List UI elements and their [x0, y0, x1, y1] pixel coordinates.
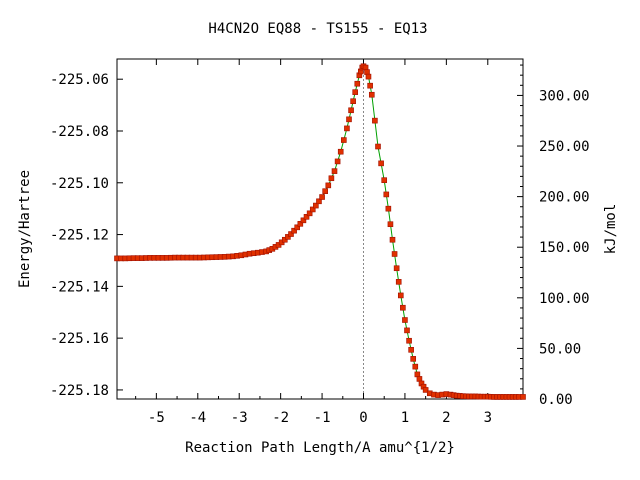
x-axis: -5 -4 -3 -2 -1 0 1 2 3: [135, 59, 509, 426]
x-tick-label: -5: [148, 410, 165, 426]
data-point: [325, 182, 332, 189]
y-axis-right: 0.00 50.00 100.00 150.00 200.00 250.00 300.00: [517, 64, 590, 408]
x-tick-label: -2: [272, 410, 289, 426]
y2-tick-label: 0.00: [539, 392, 573, 408]
data-point: [365, 73, 372, 80]
data-point: [334, 158, 341, 165]
data-point: [520, 394, 526, 400]
data-point: [291, 227, 297, 234]
y-tick-label: -225.10: [50, 176, 109, 192]
data-point: [410, 356, 417, 362]
data-point: [372, 117, 378, 124]
data-point: [383, 191, 390, 198]
data-point: [285, 234, 291, 240]
data-point: [397, 292, 404, 299]
data-point: [422, 387, 429, 393]
data-point: [400, 304, 406, 311]
data-point: [393, 265, 400, 272]
data-point: [367, 82, 373, 89]
data-point: [381, 177, 388, 183]
y-tick-label: -225.16: [50, 331, 109, 347]
data-point: [344, 125, 350, 132]
data-point: [303, 214, 310, 220]
data-point: [404, 327, 410, 334]
data-point: [316, 198, 322, 205]
data-point: [288, 231, 294, 237]
data-point: [281, 236, 288, 243]
data-point: [348, 107, 354, 114]
data-point: [350, 98, 356, 105]
y-tick-label: -225.14: [50, 279, 109, 295]
data-point: [346, 116, 352, 123]
y2-tick-label: 250.00: [539, 139, 590, 155]
x-tick-label: 3: [484, 410, 492, 426]
x-tick-label: -1: [314, 410, 331, 426]
data-point: [306, 210, 313, 217]
y-tick-label: -225.12: [50, 228, 109, 244]
y2-tick-label: 300.00: [539, 88, 590, 104]
data-point: [300, 217, 307, 224]
data-point: [412, 363, 419, 370]
chart-title: H4CN2O EQ88 - TS155 - EQ13: [208, 21, 427, 37]
data-point: [378, 160, 384, 167]
data-point: [354, 80, 361, 87]
x-axis-label: Reaction Path Length/A amu^{1/2}: [185, 440, 455, 456]
data-point: [313, 202, 319, 209]
data-point: [297, 221, 304, 227]
x-tick-label: 2: [442, 410, 450, 426]
data-point: [402, 317, 408, 323]
series-line: [117, 65, 523, 398]
data-point: [408, 346, 414, 353]
data-point: [322, 188, 328, 194]
y2-tick-label: 50.00: [539, 341, 581, 357]
data-point: [385, 205, 392, 212]
data-point: [395, 279, 402, 285]
data-point: [352, 89, 359, 95]
data-point: [294, 224, 301, 231]
data-point: [375, 143, 381, 150]
y-tick-label: -225.08: [50, 124, 109, 140]
x-tick-label: 1: [401, 410, 409, 426]
y-axis-left: -225.06 -225.08 -225.10 -225.12 -225.14 -225.…: [50, 72, 123, 399]
x-tick-label: -4: [189, 410, 206, 426]
data-markers: [114, 63, 526, 400]
data-point: [368, 91, 375, 98]
data-point: [391, 251, 398, 257]
y-axis-label: Energy/Hartree: [17, 170, 33, 288]
y2-tick-label: 100.00: [539, 291, 590, 307]
data-point: [331, 168, 338, 174]
y2-tick-label: 200.00: [539, 190, 590, 206]
data-point: [337, 148, 344, 155]
data-point: [341, 137, 347, 143]
data-point: [387, 221, 394, 228]
plot-frame: [116, 58, 524, 400]
data-point: [328, 175, 335, 182]
data-point: [406, 337, 412, 344]
x-tick-label: -3: [231, 410, 248, 426]
y-tick-label: -225.06: [50, 72, 109, 88]
y-tick-label: -225.18: [50, 383, 109, 399]
data-point: [319, 194, 325, 200]
y2-tick-label: 150.00: [539, 240, 590, 256]
y2-axis-label: kJ/mol: [603, 204, 619, 255]
data-point: [309, 206, 316, 213]
data-point: [389, 236, 396, 243]
x-tick-label: 0: [359, 410, 367, 426]
